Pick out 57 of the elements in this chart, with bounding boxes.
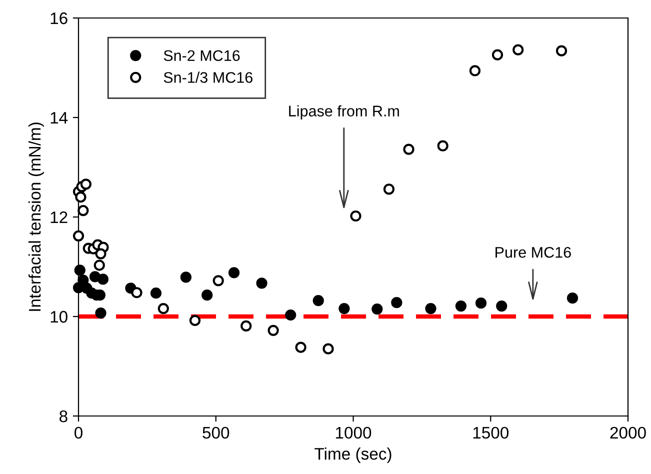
- point: [150, 288, 162, 299]
- point: [97, 274, 109, 285]
- y-tick-label: 8: [60, 410, 68, 422]
- annotation: Lipase from R.m: [289, 105, 399, 120]
- point: [496, 300, 508, 312]
- point: [425, 302, 436, 314]
- x-tick-label: 1500: [473, 426, 509, 439]
- point: [372, 303, 383, 315]
- point: [285, 309, 296, 321]
- legend-label: Sn-2 MC16: [164, 50, 240, 62]
- point: [475, 298, 487, 309]
- point: [80, 178, 92, 190]
- y-tick-label: 12: [50, 211, 68, 224]
- point: [180, 272, 192, 283]
- point: [403, 144, 414, 155]
- point: [312, 295, 324, 306]
- x-tick-label: 2000: [610, 426, 646, 439]
- point: [566, 292, 578, 304]
- y-axis-title: Interfacial tension (mN/m): [28, 122, 44, 311]
- point: [512, 44, 524, 56]
- point: [158, 302, 169, 314]
- x-tick-label: 500: [202, 426, 230, 439]
- point: [350, 210, 362, 222]
- point: [189, 314, 201, 326]
- point: [322, 343, 334, 354]
- annotation: Pure MC16: [496, 246, 571, 258]
- x-tick-label: 1000: [336, 426, 372, 439]
- point: [383, 184, 395, 195]
- point: [212, 275, 224, 286]
- point: [338, 302, 350, 314]
- point: [131, 287, 142, 298]
- point: [268, 324, 279, 336]
- point: [75, 192, 86, 203]
- y-tick-label: 14: [50, 112, 68, 124]
- point: [455, 300, 467, 312]
- point: [74, 264, 86, 276]
- point: [256, 278, 268, 289]
- point: [391, 297, 402, 308]
- point: [94, 260, 105, 271]
- point: [437, 140, 448, 152]
- x-tick-label: 0: [74, 426, 82, 439]
- point: [72, 230, 84, 242]
- point: [95, 248, 106, 260]
- point: [95, 307, 106, 319]
- point: [556, 45, 568, 56]
- x-axis-title: Time (sec): [314, 448, 392, 464]
- point: [78, 274, 89, 286]
- point: [469, 65, 481, 76]
- point: [295, 342, 306, 353]
- y-tick-label: 10: [50, 310, 68, 323]
- point: [228, 267, 240, 278]
- point: [78, 204, 89, 216]
- point: [202, 290, 213, 301]
- point: [240, 320, 252, 332]
- point: [492, 49, 504, 60]
- legend-label: Sn-1/3 MC16: [164, 72, 252, 83]
- y-tick-label: 16: [50, 12, 68, 24]
